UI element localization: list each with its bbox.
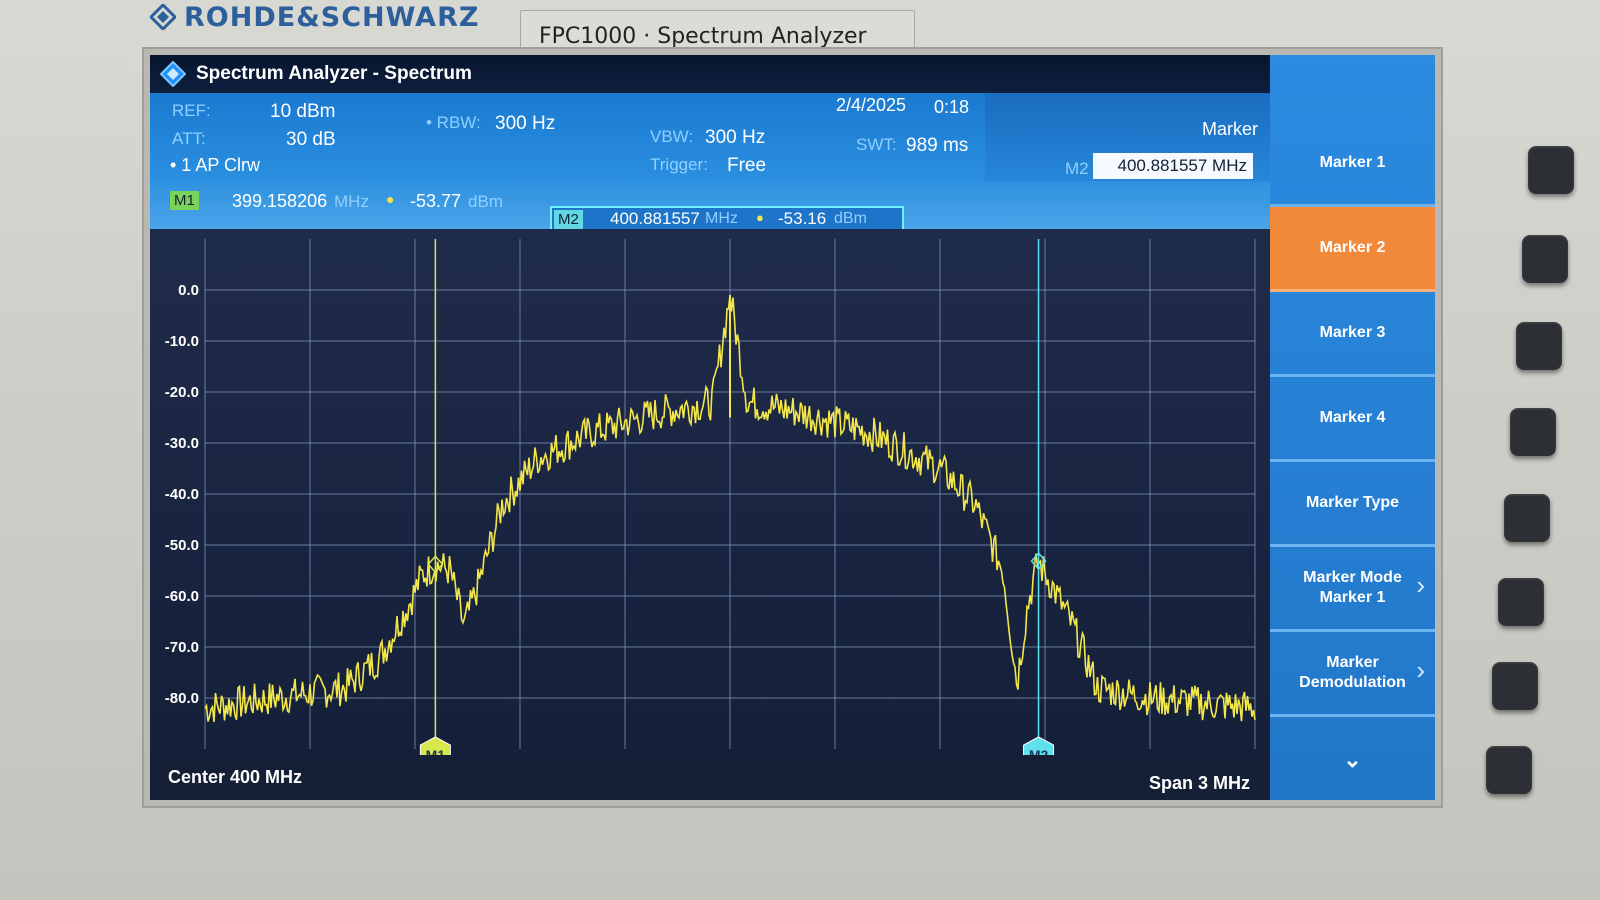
att-label: ATT: bbox=[172, 129, 206, 148]
hardware-softkey-3[interactable] bbox=[1516, 322, 1562, 370]
rbw-value[interactable]: 300 Hz bbox=[495, 113, 556, 134]
softkey-marker-2[interactable]: Marker 2 bbox=[1270, 207, 1435, 292]
m1-frequency-unit: MHz bbox=[334, 192, 369, 211]
hardware-softkey-1[interactable] bbox=[1528, 146, 1574, 194]
m2-bullet: ● bbox=[756, 210, 764, 225]
m2-level: -53.16 bbox=[778, 209, 827, 228]
rbw-label: • RBW: bbox=[426, 113, 481, 132]
app-diamond-icon bbox=[160, 61, 186, 87]
screen: Spectrum Analyzer - Spectrum REF: 10 dBm… bbox=[150, 55, 1435, 800]
hardware-softkey-4[interactable] bbox=[1510, 408, 1556, 456]
softkey-label: Marker Demodulation bbox=[1299, 654, 1406, 691]
brand-logo: ROHDE&SCHWARZ bbox=[150, 2, 479, 33]
hardware-softkey-7[interactable] bbox=[1492, 662, 1538, 710]
marker-point-m1 bbox=[427, 555, 444, 574]
time: 0:18 bbox=[934, 97, 970, 117]
window-title: Spectrum Analyzer - Spectrum bbox=[196, 63, 472, 84]
hardware-softkey-5[interactable] bbox=[1504, 494, 1550, 542]
y-tick-label: -50.0 bbox=[165, 537, 199, 554]
chevron-right-icon: › bbox=[1416, 655, 1425, 685]
trace-info: • 1 AP Clrw bbox=[170, 155, 260, 175]
spectrum-chart[interactable]: 0.0 -10.0 -20.0 -30.0 -40.0 -50.0 -60.0 -70.0 -8… bbox=[150, 229, 1270, 781]
softkey-menu: Marker 1 Marker 2 Marker 3 Marker 4 Mark… bbox=[1270, 55, 1435, 800]
softkey-marker-1[interactable]: Marker 1 bbox=[1270, 122, 1435, 207]
softkey-marker-type[interactable]: Marker Type bbox=[1270, 462, 1435, 547]
m1-level: -53.77 bbox=[410, 191, 462, 211]
softkey-marker-3[interactable]: Marker 3 bbox=[1270, 292, 1435, 377]
softkey-marker-4[interactable]: Marker 4 bbox=[1270, 377, 1435, 462]
m2-level-unit: dBm bbox=[834, 210, 867, 227]
hardware-softkey-2[interactable] bbox=[1522, 235, 1568, 283]
softkey-label: Marker Type bbox=[1305, 494, 1400, 511]
vbw-value[interactable]: 300 Hz bbox=[705, 127, 766, 148]
marker-readout-bar: M1 399.158206 MHz ● -53.77 dBm M2 400.88… bbox=[150, 181, 1270, 234]
trigger-value[interactable]: Free bbox=[727, 155, 767, 176]
swt-label: SWT: bbox=[856, 135, 897, 154]
softkey-marker-mode[interactable]: Marker Mode Marker 1 › bbox=[1270, 547, 1435, 632]
hardware-softkey-6[interactable] bbox=[1498, 578, 1544, 626]
softkey-label: Marker 3 bbox=[1319, 324, 1386, 341]
y-tick-label: -30.0 bbox=[165, 435, 199, 452]
ref-label: REF: bbox=[172, 101, 211, 120]
softkey-label: Marker 2 bbox=[1319, 239, 1386, 256]
y-tick-label: 0.0 bbox=[178, 282, 199, 299]
softkey-more[interactable]: ⌄ bbox=[1270, 717, 1435, 800]
m1-bullet: ● bbox=[386, 191, 395, 207]
softkey-marker-demodulation[interactable]: Marker Demodulation › bbox=[1270, 632, 1435, 717]
footer-bar: Center 400 MHz Span 3 MHz bbox=[150, 755, 1270, 800]
y-tick-label: -40.0 bbox=[165, 486, 199, 503]
marker-panel-title: Marker bbox=[1201, 119, 1258, 139]
m2-tag: M2 bbox=[554, 210, 583, 229]
y-tick-label: -70.0 bbox=[165, 639, 199, 656]
y-tick-label: -80.0 bbox=[165, 690, 199, 707]
softkey-label: Marker 4 bbox=[1319, 409, 1386, 426]
date: 2/4/2025 bbox=[836, 95, 907, 115]
softkey-label: Marker 1 bbox=[1319, 154, 1386, 171]
marker-frequency-input[interactable]: 400.881557 MHz bbox=[1093, 153, 1253, 179]
y-tick-label: -10.0 bbox=[165, 333, 199, 350]
m2-frequency-unit: MHz bbox=[705, 210, 738, 227]
m1-frequency: 399.158206 bbox=[232, 191, 328, 211]
spectrum-plot[interactable]: 0.0 -10.0 -20.0 -30.0 -40.0 -50.0 -60.0 -70.0 -8… bbox=[150, 229, 1270, 781]
m1-tag: M1 bbox=[170, 191, 199, 210]
trigger-label: Trigger: bbox=[650, 155, 708, 174]
ref-value[interactable]: 10 dBm bbox=[270, 101, 336, 122]
y-tick-label: -20.0 bbox=[165, 384, 199, 401]
vbw-label: VBW: bbox=[650, 127, 694, 146]
marker-point-m2 bbox=[1030, 551, 1047, 571]
span[interactable]: Span 3 MHz bbox=[1148, 773, 1250, 793]
m1-level-unit: dBm bbox=[468, 192, 503, 211]
brand-name: ROHDE&SCHWARZ bbox=[184, 2, 480, 33]
softkey-label: Marker Mode Marker 1 bbox=[1303, 569, 1402, 606]
hardware-softkey-8[interactable] bbox=[1486, 746, 1532, 794]
active-marker-label: M2 bbox=[1065, 159, 1089, 178]
chevron-right-icon: › bbox=[1416, 570, 1425, 600]
title-bar: Spectrum Analyzer - Spectrum bbox=[150, 55, 1435, 93]
model-plate: FPC1000 · Spectrum Analyzer bbox=[520, 10, 915, 68]
center-frequency[interactable]: Center 400 MHz bbox=[168, 767, 303, 787]
y-tick-label: -60.0 bbox=[165, 588, 199, 605]
m2-frequency: 400.881557 bbox=[610, 209, 700, 228]
swt-value[interactable]: 989 ms bbox=[906, 135, 969, 156]
att-value[interactable]: 30 dB bbox=[286, 129, 336, 150]
chevron-down-icon: ⌄ bbox=[1343, 746, 1362, 772]
rs-diamond-icon bbox=[150, 4, 176, 30]
marker-panel: Marker M2 400.881557 MHz bbox=[985, 93, 1270, 181]
